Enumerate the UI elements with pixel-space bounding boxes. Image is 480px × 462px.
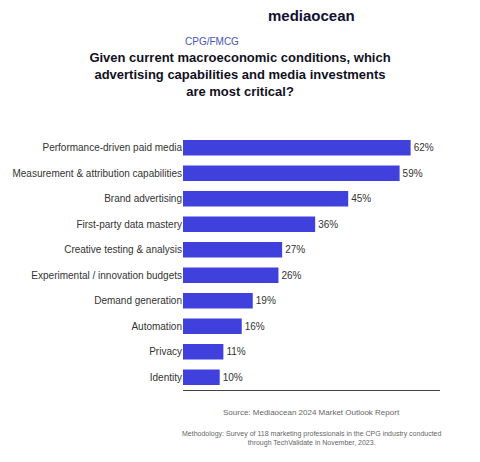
svg-text:First-party data mastery: First-party data mastery (76, 219, 182, 230)
svg-text:Identity: Identity (150, 372, 182, 383)
svg-text:mediaocean: mediaocean (268, 7, 355, 24)
svg-text:Given current macroeconomic co: Given current macroeconomic conditions, … (89, 50, 390, 99)
svg-text:Automation: Automation (131, 321, 182, 332)
svg-text:Performance-driven paid media: Performance-driven paid media (42, 142, 182, 153)
svg-text:19%: 19% (256, 295, 276, 306)
svg-text:Measurement & attribution capa: Measurement & attribution capabilities (12, 168, 182, 179)
svg-text:10%: 10% (223, 372, 243, 383)
svg-text:Source: Mediaocean 2024 Market: Source: Mediaocean 2024 Market Outlook R… (223, 408, 400, 417)
svg-text:Demand generation: Demand generation (94, 295, 182, 306)
svg-text:Experimental / innovation budg: Experimental / innovation budgets (31, 270, 182, 281)
svg-text:26%: 26% (281, 270, 301, 281)
svg-text:Methodology: Survey of 118 mar: Methodology: Survey of 118 marketing pro… (182, 430, 442, 447)
svg-text:16%: 16% (245, 321, 265, 332)
svg-text:27%: 27% (285, 244, 305, 255)
svg-text:Brand advertising: Brand advertising (104, 193, 182, 204)
svg-text:45%: 45% (351, 193, 371, 204)
svg-text:36%: 36% (318, 219, 338, 230)
svg-text:59%: 59% (403, 168, 423, 179)
svg-text:62%: 62% (414, 142, 434, 153)
svg-text:Privacy: Privacy (149, 346, 182, 357)
svg-text:11%: 11% (226, 346, 245, 357)
svg-text:CPG/FMCG: CPG/FMCG (185, 36, 239, 47)
svg-text:Creative testing & analysis: Creative testing & analysis (64, 244, 182, 255)
